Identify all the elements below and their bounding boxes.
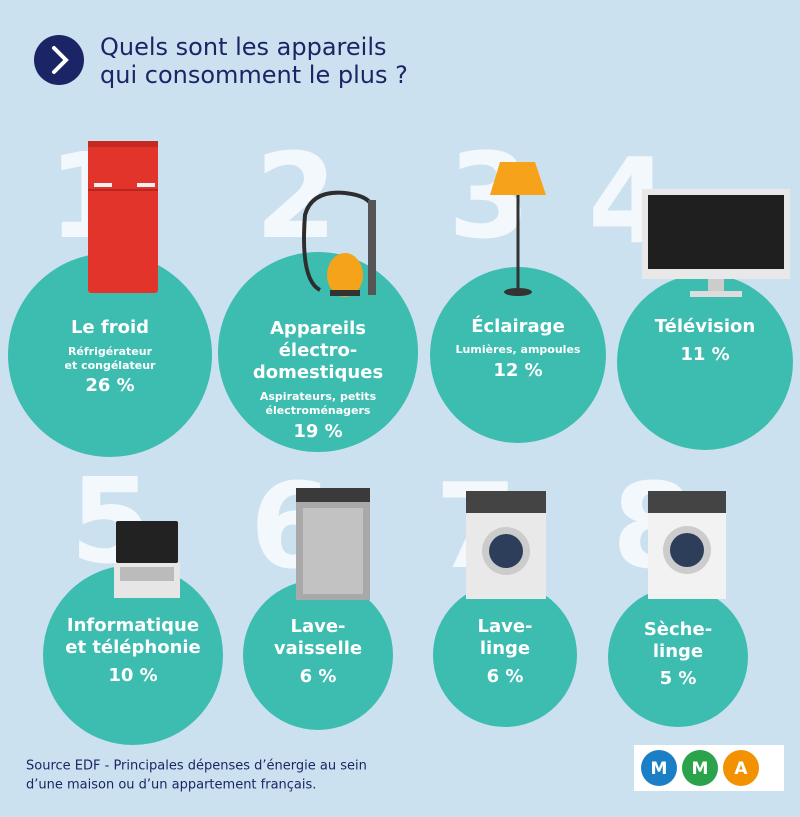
item-value: 5 % <box>660 668 697 689</box>
fridge-top <box>88 141 158 147</box>
dishwasher-door <box>303 508 363 594</box>
item-detail: électroménagers <box>266 404 371 417</box>
item-title: électro- <box>279 340 358 361</box>
dryer-glass <box>670 533 704 567</box>
tv-stand <box>690 291 742 297</box>
washer-glass <box>489 534 523 568</box>
item-title: Informatique <box>67 615 199 636</box>
item-title: Lave- <box>290 616 345 637</box>
laptop-keys <box>120 567 174 581</box>
rank-number: 3 <box>448 127 530 265</box>
item-circle <box>617 274 793 450</box>
item-detail: Aspirateurs, petits <box>260 390 377 403</box>
item-title: Lave- <box>477 616 532 637</box>
item-circle <box>430 267 606 443</box>
item-title: linge <box>480 638 530 659</box>
lamp-base <box>504 288 532 296</box>
vacuum-base <box>330 290 360 296</box>
fridge-handle <box>94 183 112 187</box>
fridge-icon <box>88 141 158 293</box>
item-title: domestiques <box>253 362 383 383</box>
vacuum-tube <box>368 200 376 295</box>
title-line: qui consomment le plus ? <box>100 61 408 89</box>
washer-panel <box>466 491 546 513</box>
logo-letter: M <box>651 759 668 779</box>
item-value: 12 % <box>493 360 542 381</box>
logo-letter: A <box>734 759 748 779</box>
lamp-shade <box>490 162 546 195</box>
item-detail: Lumières, ampoules <box>456 343 581 356</box>
vacuum-body <box>327 253 363 297</box>
item-detail: et congélateur <box>65 359 157 372</box>
item-value: 19 % <box>293 421 342 442</box>
item-title: Appareils <box>270 318 366 339</box>
item-value: 6 % <box>487 666 524 687</box>
item-circle <box>433 583 577 727</box>
source-line: Source EDF - Principales dépenses d’éner… <box>26 759 367 774</box>
logo-letter: M <box>692 759 709 779</box>
fridge-handle <box>137 183 155 187</box>
item-circle <box>608 587 748 727</box>
logo-circle <box>682 750 718 786</box>
item-title: linge <box>653 641 703 662</box>
arrow-icon <box>52 46 69 74</box>
dryer-panel <box>648 491 726 513</box>
dishwasher-panel <box>296 488 370 502</box>
item-detail: Réfrigérateur <box>68 345 153 358</box>
circles <box>8 252 793 745</box>
item-title: Éclairage <box>471 315 565 337</box>
icons <box>88 141 790 600</box>
logo-circle <box>641 750 677 786</box>
vacuum-hose <box>302 190 375 292</box>
item-title: Sèche- <box>644 619 712 640</box>
item-value: 10 % <box>108 665 157 686</box>
item-circle <box>8 253 212 457</box>
arrow-badge <box>34 35 84 85</box>
tv-neck <box>708 279 724 291</box>
item-title: Le froid <box>71 317 149 338</box>
item-value: 6 % <box>300 666 337 687</box>
source-line: d’une maison ou d’un appartement françai… <box>26 778 316 793</box>
item-title: Télévision <box>655 316 755 337</box>
laptop-screen <box>116 521 178 563</box>
tv-screen <box>648 195 784 269</box>
logo-circle <box>723 750 759 786</box>
item-value: 11 % <box>680 344 729 365</box>
item-circle <box>243 580 393 730</box>
item-value: 26 % <box>85 375 134 396</box>
item-title: et téléphonie <box>65 637 201 658</box>
item-circle <box>43 565 223 745</box>
title-line: Quels sont les appareils <box>100 33 387 61</box>
item-title: vaisselle <box>274 638 362 659</box>
item-circle <box>218 252 418 452</box>
